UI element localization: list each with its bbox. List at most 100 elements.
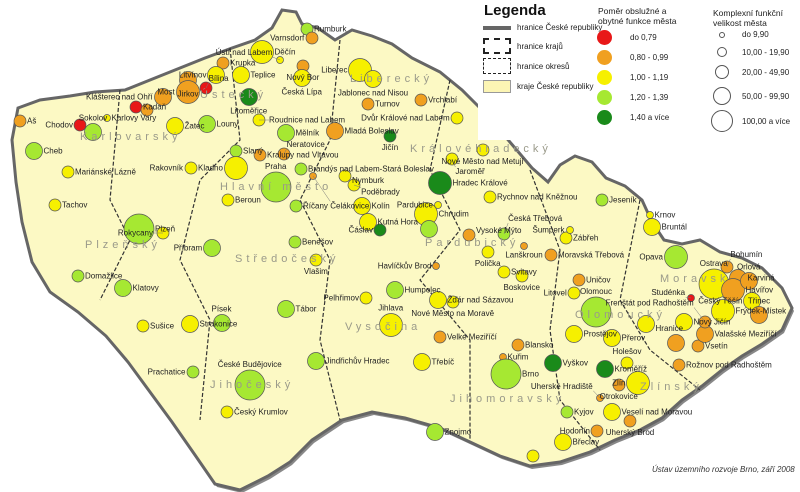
city-marker[interactable] (743, 292, 761, 310)
city-marker[interactable] (620, 356, 634, 370)
city-marker[interactable] (691, 339, 705, 353)
city-marker[interactable] (520, 242, 528, 250)
city-marker[interactable] (221, 193, 235, 207)
city-marker[interactable] (559, 231, 573, 245)
city-marker[interactable] (253, 148, 267, 162)
city-marker[interactable] (420, 220, 438, 238)
city-marker[interactable] (580, 296, 612, 328)
city-marker[interactable] (123, 213, 155, 245)
city-marker[interactable] (497, 265, 511, 279)
city-marker[interactable] (166, 117, 184, 135)
city-marker[interactable] (646, 211, 654, 219)
city-marker[interactable] (288, 235, 302, 249)
city-marker[interactable] (490, 358, 522, 390)
city-marker[interactable] (481, 245, 495, 259)
city-marker[interactable] (433, 330, 447, 344)
city-marker[interactable] (277, 300, 295, 318)
city-marker[interactable] (554, 433, 572, 451)
city-marker[interactable] (338, 169, 352, 183)
city-marker[interactable] (379, 313, 403, 337)
city-marker[interactable] (515, 269, 529, 283)
city-marker[interactable] (426, 423, 444, 441)
city-marker[interactable] (596, 360, 614, 378)
city-marker[interactable] (240, 88, 258, 106)
city-marker[interactable] (740, 272, 758, 290)
city-marker[interactable] (289, 199, 303, 213)
city-marker[interactable] (260, 171, 292, 203)
city-marker[interactable] (136, 319, 150, 333)
city-marker[interactable] (277, 124, 295, 142)
city-marker[interactable] (560, 405, 574, 419)
city-marker[interactable] (203, 239, 221, 257)
city-marker[interactable] (216, 56, 230, 70)
city-marker[interactable] (643, 218, 661, 236)
city-marker[interactable] (434, 201, 442, 209)
city-marker[interactable] (326, 122, 344, 140)
city-marker[interactable] (414, 93, 428, 107)
city-marker[interactable] (590, 424, 604, 438)
city-marker[interactable] (61, 165, 75, 179)
city-marker[interactable] (637, 315, 655, 333)
city-marker[interactable] (565, 325, 583, 343)
city-marker[interactable] (293, 69, 311, 87)
city-marker[interactable] (364, 70, 382, 88)
city-marker[interactable] (711, 299, 735, 323)
city-marker[interactable] (623, 414, 637, 428)
city-marker[interactable] (13, 114, 27, 128)
city-marker[interactable] (386, 281, 404, 299)
city-marker[interactable] (305, 31, 319, 45)
city-marker[interactable] (129, 100, 143, 114)
city-marker[interactable] (450, 111, 464, 125)
city-marker[interactable] (446, 295, 460, 309)
city-marker[interactable] (250, 40, 274, 64)
city-marker[interactable] (483, 190, 497, 204)
city-marker[interactable] (25, 142, 43, 160)
city-marker[interactable] (234, 369, 266, 401)
city-marker[interactable] (664, 245, 688, 269)
city-marker[interactable] (220, 405, 234, 419)
city-marker[interactable] (232, 66, 250, 84)
city-marker[interactable] (176, 80, 200, 104)
city-marker[interactable] (84, 123, 102, 141)
city-marker[interactable] (428, 171, 452, 195)
city-marker[interactable] (544, 248, 558, 262)
city-marker[interactable] (429, 291, 447, 309)
city-marker[interactable] (373, 223, 387, 237)
city-marker[interactable] (675, 313, 693, 331)
city-marker[interactable] (307, 352, 325, 370)
city-marker[interactable] (114, 279, 132, 297)
city-marker[interactable] (383, 129, 397, 143)
city-marker[interactable] (750, 306, 768, 324)
city-marker[interactable] (184, 161, 198, 175)
city-marker[interactable] (294, 162, 308, 176)
city-marker[interactable] (103, 114, 111, 122)
city-marker[interactable] (413, 353, 431, 371)
city-marker[interactable] (603, 329, 621, 347)
city-marker[interactable] (721, 278, 745, 302)
city-marker[interactable] (612, 378, 626, 392)
city-marker[interactable] (198, 115, 216, 133)
city-marker[interactable] (73, 118, 87, 132)
city-marker[interactable] (186, 365, 200, 379)
city-marker[interactable] (213, 314, 231, 332)
city-marker[interactable] (462, 228, 476, 242)
city-marker[interactable] (567, 286, 581, 300)
city-marker[interactable] (476, 143, 490, 157)
city-marker[interactable] (154, 88, 172, 106)
city-marker[interactable] (181, 315, 199, 333)
city-marker[interactable] (353, 197, 371, 215)
city-marker[interactable] (603, 403, 621, 421)
city-marker[interactable] (48, 198, 62, 212)
city-marker[interactable] (595, 193, 609, 207)
city-marker[interactable] (572, 273, 586, 287)
city-marker[interactable] (511, 338, 525, 352)
city-marker[interactable] (359, 291, 373, 305)
city-marker[interactable] (566, 226, 574, 234)
city-marker[interactable] (71, 269, 85, 283)
city-marker[interactable] (667, 334, 685, 352)
city-marker[interactable] (359, 213, 377, 231)
city-marker[interactable] (544, 354, 562, 372)
city-marker[interactable] (361, 97, 375, 111)
city-marker[interactable] (309, 253, 323, 267)
city-marker[interactable] (224, 156, 248, 180)
